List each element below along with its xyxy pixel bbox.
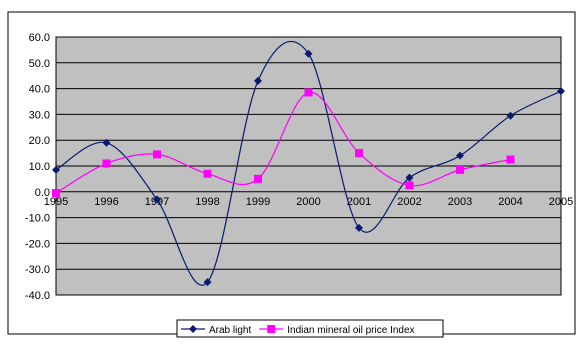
x-axis-tick-labels: 1995199619971998199920002001200220032004… [44, 196, 573, 208]
data-point-diamond [355, 223, 363, 232]
data-point-diamond [456, 151, 464, 160]
y-tick-label: -40.0 [25, 290, 50, 302]
data-point-diamond [153, 195, 161, 204]
data-point-square [456, 165, 464, 174]
data-point-square [203, 169, 212, 178]
x-tick-label: 1998 [195, 196, 219, 208]
data-point-square [355, 149, 363, 158]
data-point-square [52, 189, 60, 198]
y-tick-label: 60.0 [29, 32, 50, 44]
data-point-diamond [203, 278, 212, 287]
data-point-square [506, 155, 515, 164]
y-tick-label: -10.0 [25, 213, 50, 225]
x-tick-label: 2001 [347, 196, 371, 208]
x-tick-label: 2003 [448, 196, 472, 208]
x-tick-label: 1996 [94, 196, 118, 208]
data-point-square [254, 174, 262, 183]
data-point-square [405, 181, 414, 190]
y-tick-label: 30.0 [29, 109, 50, 121]
x-tick-label: 2004 [498, 196, 522, 208]
y-tick-label: 40.0 [29, 84, 50, 96]
legend-label-1: Indian mineral oil price Index [287, 325, 414, 336]
legend-label-0: Arab light [209, 325, 251, 336]
data-point-diamond [405, 173, 414, 182]
data-point-diamond [102, 138, 111, 147]
data-point-diamond [506, 111, 515, 120]
legend-marker-diamond [189, 325, 197, 333]
legend-marker-square [267, 325, 276, 333]
x-tick-label: 2000 [296, 196, 320, 208]
x-tick-label: 1999 [246, 196, 270, 208]
legend-box [176, 319, 444, 338]
data-point-square [304, 88, 313, 97]
legend: Arab light Indian mineral oil price Index [176, 319, 444, 338]
data-point-diamond [254, 76, 262, 85]
y-axis-tick-labels: 60.0 50.0 40.0 30.0 20.0 10.0 0.0 -10.0 -20.0 -30… [25, 32, 50, 302]
data-point-diamond [52, 165, 60, 174]
y-tick-label: 0.0 [35, 187, 50, 199]
x-tick-label: 2002 [397, 196, 421, 208]
data-point-diamond [304, 49, 313, 58]
data-point-square [153, 150, 161, 159]
y-tick-label: 20.0 [29, 135, 50, 147]
data-point-square [102, 159, 111, 168]
y-tick-label: 10.0 [29, 161, 50, 173]
x-tick-label: 1995 [44, 196, 68, 208]
x-tick-label: 2005 [549, 196, 573, 208]
series-line-1 [55, 91, 511, 194]
y-tick-label: 50.0 [29, 58, 50, 70]
data-point-diamond [557, 87, 565, 96]
y-tick-label: -20.0 [25, 238, 50, 250]
series-markers [52, 49, 565, 287]
y-tick-label: -30.0 [25, 264, 50, 276]
